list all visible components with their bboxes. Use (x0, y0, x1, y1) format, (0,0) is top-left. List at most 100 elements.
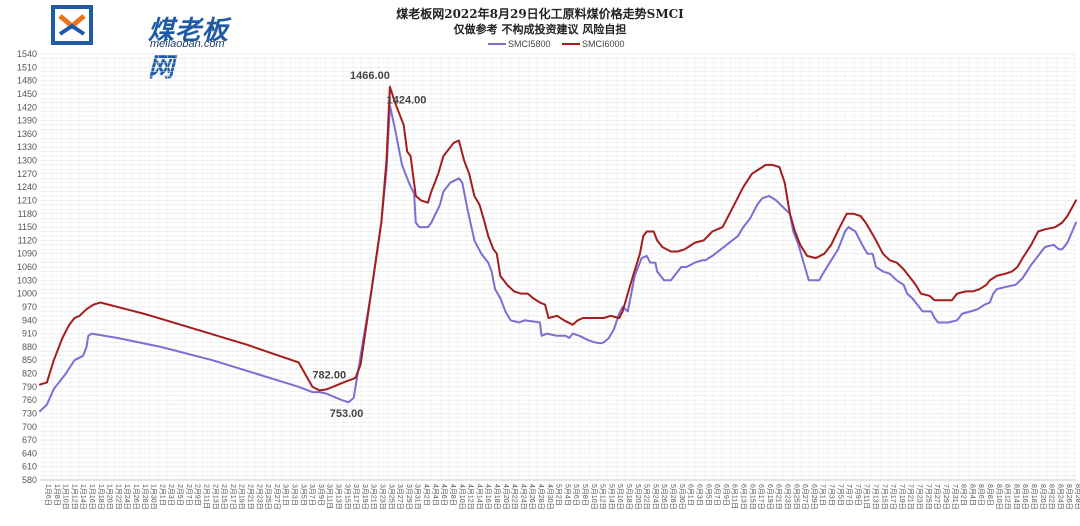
x-tick-label: 1月16日 (88, 484, 96, 510)
x-tick-label: 7月3日 (828, 484, 836, 506)
x-tick-label: 1月10日 (62, 484, 70, 510)
y-tick-label: 610 (22, 462, 37, 472)
x-tick-label: 8月28日 (1074, 484, 1080, 510)
y-tick-label: 1030 (17, 275, 37, 285)
x-tick-label: 8月24日 (1056, 484, 1064, 510)
x-tick-label: 3月5日 (299, 484, 307, 506)
y-tick-label: 1000 (17, 289, 37, 299)
x-tick-label: 5月8日 (581, 484, 589, 506)
y-tick-label: 940 (22, 315, 37, 325)
x-tick-label: 7月19日 (898, 484, 906, 510)
x-tick-label: 6月7日 (713, 484, 721, 506)
x-tick-label: 3月15日 (343, 484, 351, 510)
x-tick-label: 6月5日 (704, 484, 712, 506)
x-tick-label: 7月17日 (889, 484, 897, 510)
x-tick-label: 4月26日 (528, 484, 536, 510)
x-tick-label: 4月14日 (475, 484, 483, 510)
x-tick-label: 6月17日 (757, 484, 765, 510)
x-tick-label: 6月23日 (783, 484, 791, 510)
x-tick-label: 1月12日 (70, 484, 78, 510)
x-tick-label: 8月12日 (1004, 484, 1012, 510)
x-tick-label: 3月19日 (361, 484, 369, 510)
x-tick-label: 2月15日 (220, 484, 228, 510)
x-tick-label: 2月5日 (176, 484, 184, 506)
x-tick-label: 8月2日 (960, 484, 968, 506)
x-tick-label: 1月24日 (123, 484, 131, 510)
legend-label: SMCI5800 (508, 39, 551, 49)
x-tick-label: 4月20日 (502, 484, 510, 510)
y-tick-label: 850 (22, 355, 37, 365)
x-tick-label: 7月7日 (845, 484, 853, 506)
y-tick-label: 640 (22, 448, 37, 458)
x-tick-label: 2月23日 (255, 484, 263, 510)
x-tick-label: 6月27日 (801, 484, 809, 510)
x-tick-label: 5月2日 (555, 484, 563, 506)
x-tick-label: 4月18日 (493, 484, 501, 510)
logo-text: 煤老板网 (148, 16, 230, 83)
logo-subtext: meilaoban.com (150, 38, 225, 50)
x-tick-label: 5月26日 (660, 484, 668, 510)
y-tick-label: 1540 (17, 49, 37, 59)
x-tick-label: 7月9日 (854, 484, 862, 506)
x-tick-label: 8月18日 (1030, 484, 1038, 510)
x-tick-label: 3月1日 (282, 484, 290, 506)
chart-title: 煤老板网2022年8月29日化工原料煤价格走势SMCI (396, 7, 684, 21)
y-axis-ticks: 580 610 640 670 700 730 760 790 820 850 880 910 940 9… (17, 49, 37, 485)
x-tick-label: 7月25日 (924, 484, 932, 510)
x-tick-label: 3月23日 (379, 484, 387, 510)
y-tick-label: 1390 (17, 116, 37, 126)
x-tick-label: 2月19日 (238, 484, 246, 510)
x-tick-label: 1月30日 (150, 484, 158, 510)
x-tick-label: 2月7日 (185, 484, 193, 506)
x-tick-label: 8月4日 (968, 484, 976, 506)
x-tick-label: 4月12日 (467, 484, 475, 510)
x-tick-label: 6月3日 (695, 484, 703, 506)
x-tick-label: 5月14日 (607, 484, 615, 510)
x-tick-label: 4月8日 (449, 484, 457, 506)
y-tick-label: 880 (22, 342, 37, 352)
data-label: 1466.00 (350, 70, 390, 82)
x-tick-label: 5月20日 (634, 484, 642, 510)
chart-annotations: 1466.00 1424.00 782.00 753.00 (312, 70, 426, 420)
chart-legend: SMCI5800 SMCI6000 (488, 39, 625, 49)
x-tick-label: 3月17日 (352, 484, 360, 510)
x-tick-label: 1月28日 (141, 484, 149, 510)
y-tick-label: 1210 (17, 195, 37, 205)
x-tick-label: 3月29日 (405, 484, 413, 510)
x-tick-label: 8月6日 (977, 484, 985, 506)
x-tick-label: 8月8日 (986, 484, 994, 506)
y-tick-label: 1480 (17, 76, 37, 86)
y-tick-label: 1270 (17, 169, 37, 179)
y-tick-label: 1420 (17, 102, 37, 112)
x-tick-label: 7月27日 (933, 484, 941, 510)
x-tick-label: 5月24日 (651, 484, 659, 510)
x-tick-label: 7月13日 (872, 484, 880, 510)
y-tick-label: 1360 (17, 129, 37, 139)
x-tick-label: 4月30日 (546, 484, 554, 510)
y-tick-label: 760 (22, 395, 37, 405)
x-tick-label: 7月15日 (880, 484, 888, 510)
y-tick-label: 1510 (17, 62, 37, 72)
x-tick-label: 5月12日 (599, 484, 607, 510)
legend-label: SMCI6000 (582, 39, 625, 49)
y-tick-label: 1120 (18, 235, 37, 245)
y-tick-label: 820 (22, 369, 37, 379)
x-tick-label: 5月18日 (625, 484, 633, 510)
x-tick-label: 2月13日 (211, 484, 219, 510)
x-tick-label: 2月11日 (202, 484, 210, 509)
y-tick-label: 730 (22, 408, 37, 418)
chart-subtitle: 仅做参考 不构成投资建议 风险自担 (453, 23, 627, 36)
y-tick-label: 1150 (18, 222, 37, 232)
data-label: 753.00 (330, 408, 364, 420)
x-tick-label: 3月9日 (317, 484, 325, 506)
x-tick-label: 7月29日 (942, 484, 950, 510)
x-tick-label: 2月1日 (158, 484, 166, 506)
x-tick-label: 3月31日 (414, 484, 422, 510)
x-tick-label: 7月31日 (951, 484, 959, 510)
x-tick-label: 6月19日 (766, 484, 774, 510)
x-tick-label: 4月22日 (511, 484, 519, 510)
x-tick-label: 3月13日 (335, 484, 343, 510)
y-tick-label: 670 (22, 435, 37, 445)
y-tick-label: 1060 (17, 262, 37, 272)
